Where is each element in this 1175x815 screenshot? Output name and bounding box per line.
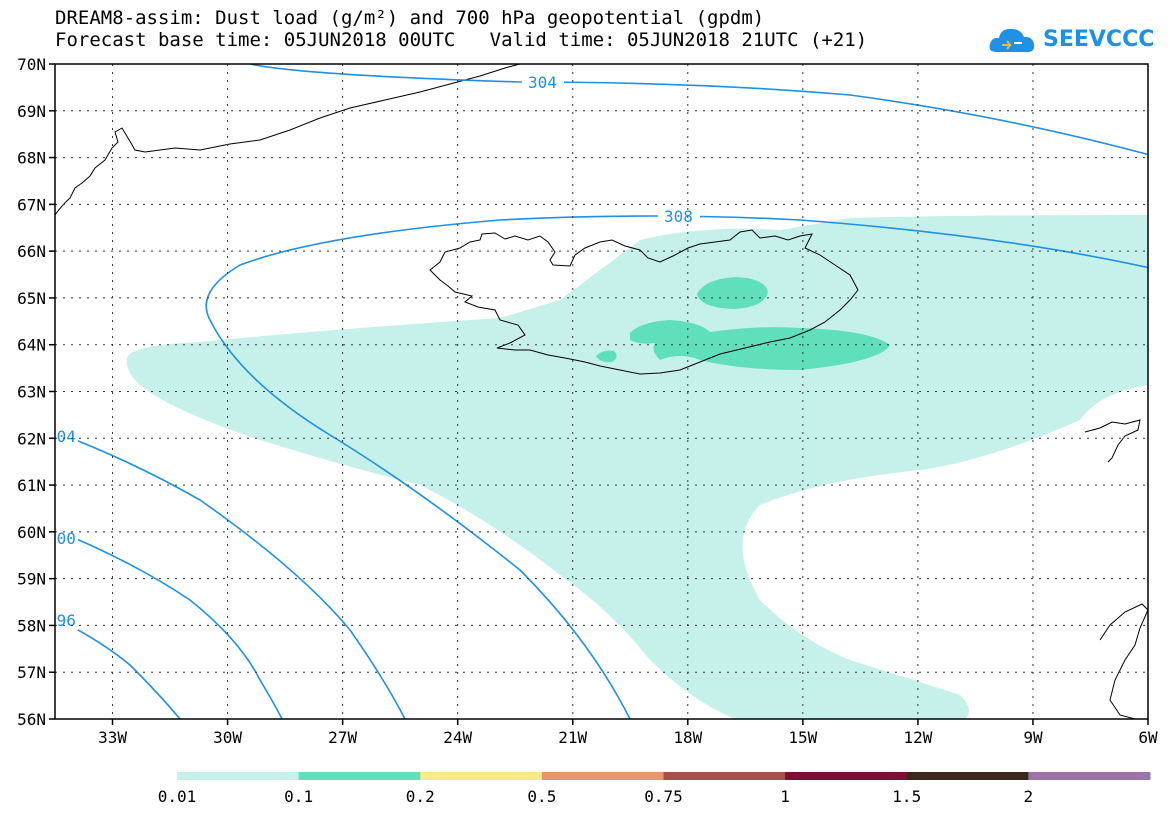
lon-label: 21W	[558, 728, 587, 747]
legend-label: 2	[1024, 787, 1034, 806]
lat-label: 57N	[17, 663, 46, 682]
lat-label: 59N	[17, 570, 46, 589]
legend-label: 0.1	[284, 787, 313, 806]
legend-label: 0.2	[406, 787, 435, 806]
lat-label: 68N	[17, 149, 46, 168]
grid-lines	[55, 64, 1148, 719]
lat-label: 61N	[17, 476, 46, 495]
legend-swatch	[420, 772, 543, 780]
lat-label: 63N	[17, 383, 46, 402]
legend-label: 0.01	[158, 787, 197, 806]
legend-label: 0.5	[527, 787, 556, 806]
contour-296	[55, 617, 181, 719]
lat-label: 60N	[17, 523, 46, 542]
lat-label: 67N	[17, 195, 46, 214]
contour-label-300: 300	[47, 529, 76, 548]
contour-304-north	[249, 64, 1148, 156]
legend-swatch	[1028, 772, 1151, 780]
chart-title: DREAM8-assim: Dust load (g/m²) and 700 h…	[55, 7, 765, 29]
contour-label-304-south: 304	[47, 427, 76, 446]
greenland-coastline	[55, 64, 521, 216]
iceland-coastline	[429, 229, 859, 375]
lat-label: 69N	[17, 102, 46, 121]
legend-label: 1	[780, 787, 790, 806]
lon-label: 33W	[98, 728, 127, 747]
contour-308	[205, 215, 1148, 719]
legend-swatch	[541, 772, 664, 780]
lat-label: 65N	[17, 289, 46, 308]
lon-label: 30W	[213, 728, 242, 747]
contour-label-304-north: 304	[528, 73, 557, 92]
lat-label: 62N	[17, 429, 46, 448]
contour-300	[55, 529, 283, 719]
lon-label: 9W	[1023, 728, 1043, 747]
contour-304-south	[55, 431, 406, 719]
dust-area-medium-1	[697, 277, 768, 309]
legend-swatch	[177, 772, 300, 780]
legend-colorbar	[177, 772, 1151, 780]
lat-label: 64N	[17, 336, 46, 355]
legend-swatch	[663, 772, 786, 780]
legend-swatch	[785, 772, 908, 780]
logo-text: SEEVCCC	[1043, 27, 1155, 52]
dust-area-medium-3	[596, 350, 617, 363]
legend-label: 1.5	[892, 787, 921, 806]
lat-label: 56N	[17, 710, 46, 729]
lat-label: 58N	[17, 616, 46, 635]
lon-label: 15W	[788, 728, 817, 747]
lon-label: 12W	[903, 728, 932, 747]
lat-label: 70N	[17, 55, 46, 74]
lon-label: 24W	[443, 728, 472, 747]
contour-label-308: 308	[664, 207, 693, 226]
lon-label: 27W	[328, 728, 357, 747]
legend-swatch	[906, 772, 1029, 780]
scotland-coastline	[1099, 603, 1148, 719]
faroe-coastline	[1084, 419, 1141, 463]
legend-swatch	[298, 772, 421, 780]
lat-label: 66N	[17, 242, 46, 261]
lon-label: 18W	[673, 728, 702, 747]
cloud-logo-icon	[989, 28, 1035, 52]
dust-area-light	[126, 215, 1148, 719]
legend-label: 0.75	[644, 787, 683, 806]
chart-subtitle: Forecast base time: 05JUN2018 00UTC Vali…	[55, 29, 868, 51]
contour-label-296: 296	[47, 611, 76, 630]
lon-label: 6W	[1138, 728, 1158, 747]
